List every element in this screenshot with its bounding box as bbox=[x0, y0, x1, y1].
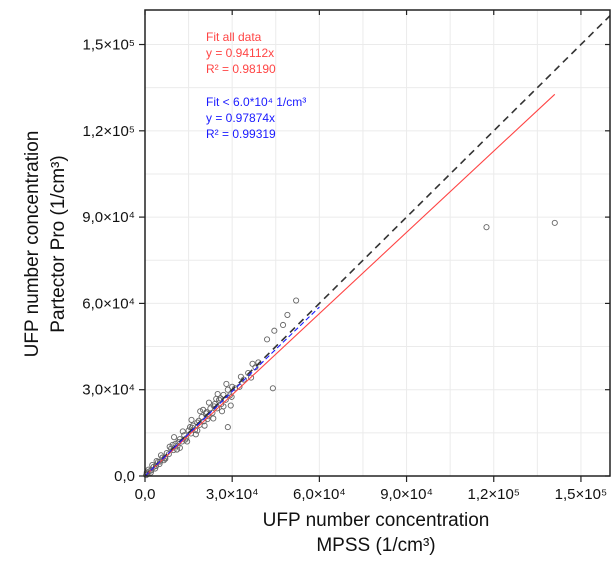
fit-all-label: Fit all data bbox=[206, 30, 262, 44]
data-point bbox=[220, 403, 227, 410]
data-point bbox=[143, 472, 150, 479]
data-point bbox=[218, 408, 226, 415]
x-tick-label: 9,0×10⁴ bbox=[380, 486, 433, 503]
data-point bbox=[179, 428, 186, 435]
fit-low-annotation: Fit < 6.0*10⁴ 1/cm³ y = 0.97874x R² = 0.… bbox=[206, 95, 306, 141]
data-point bbox=[483, 224, 490, 231]
data-point bbox=[176, 444, 183, 451]
data-point bbox=[226, 392, 233, 399]
data-point bbox=[201, 422, 208, 429]
data-point bbox=[188, 416, 195, 423]
fit-low-r-squared: R² = 0.99319 bbox=[206, 127, 276, 141]
y-tick-label: 1,2×10⁵ bbox=[82, 123, 135, 140]
data-point bbox=[204, 415, 211, 423]
data-point bbox=[184, 438, 191, 445]
series-layer bbox=[143, 219, 558, 479]
data-point bbox=[551, 219, 558, 226]
data-point bbox=[224, 386, 231, 393]
fit-lines-layer bbox=[144, 15, 611, 477]
grid-layer bbox=[145, 10, 610, 476]
tick-layer: 0,0 3,0×10⁴ 6,0×10⁴ 9,0×10⁴ 1,2×10⁵ 1,5×10⁵ 0,… bbox=[82, 10, 610, 503]
data-point bbox=[237, 373, 244, 380]
data-point bbox=[248, 374, 255, 381]
x-tick-label: 0,0 bbox=[135, 486, 156, 503]
data-point bbox=[279, 321, 287, 329]
data-point bbox=[269, 385, 276, 392]
identity-line bbox=[144, 15, 611, 477]
x-axis-title-line2: MPSS (1/cm³) bbox=[316, 535, 435, 556]
data-point bbox=[171, 434, 178, 441]
fit-low-label: Fit < 6.0*10⁴ 1/cm³ bbox=[206, 95, 306, 109]
data-point bbox=[293, 297, 300, 304]
data-point bbox=[205, 399, 212, 406]
fit-low-line bbox=[144, 306, 320, 477]
data-point bbox=[232, 385, 239, 392]
data-point bbox=[271, 327, 278, 334]
y-axis-title-line1: UFP number concentration bbox=[22, 131, 43, 358]
y-axis-title-line2: Partector Pro (1/cm³) bbox=[48, 155, 69, 332]
data-point bbox=[210, 415, 217, 422]
fit-all-annotation: Fit all data y = 0.94112x R² = 0.98190 bbox=[206, 30, 276, 76]
data-point bbox=[192, 431, 199, 438]
data-point bbox=[227, 402, 234, 409]
data-point bbox=[213, 395, 220, 402]
data-point bbox=[255, 359, 262, 366]
x-tick-label: 1,5×10⁵ bbox=[555, 486, 608, 503]
data-point bbox=[284, 311, 291, 318]
data-point bbox=[197, 408, 204, 415]
y-tick-label: 1,5×10⁵ bbox=[82, 37, 135, 54]
y-tick-label: 9,0×10⁴ bbox=[82, 209, 135, 226]
data-point bbox=[249, 360, 256, 367]
data-point bbox=[169, 441, 176, 448]
data-point bbox=[224, 424, 231, 431]
fit-low-equation: y = 0.97874x bbox=[206, 111, 275, 125]
x-tick-label: 1,2×10⁵ bbox=[467, 486, 520, 503]
y-tick-label: 0,0 bbox=[114, 468, 135, 485]
plot-frame bbox=[144, 9, 611, 477]
fit-all-equation: y = 0.94112x bbox=[206, 46, 274, 60]
data-point bbox=[228, 393, 235, 400]
fit-all-line bbox=[144, 93, 556, 477]
x-tick-label: 6,0×10⁴ bbox=[293, 486, 346, 503]
data-point bbox=[223, 380, 230, 388]
data-point bbox=[157, 452, 165, 459]
x-axis-title-line1: UFP number concentration bbox=[263, 510, 490, 531]
data-point bbox=[264, 336, 271, 343]
y-tick-label: 6,0×10⁴ bbox=[82, 295, 135, 312]
y-tick-label: 3,0×10⁴ bbox=[82, 382, 135, 399]
fit-all-r-squared: R² = 0.98190 bbox=[206, 62, 276, 76]
x-tick-label: 3,0×10⁴ bbox=[206, 486, 259, 503]
